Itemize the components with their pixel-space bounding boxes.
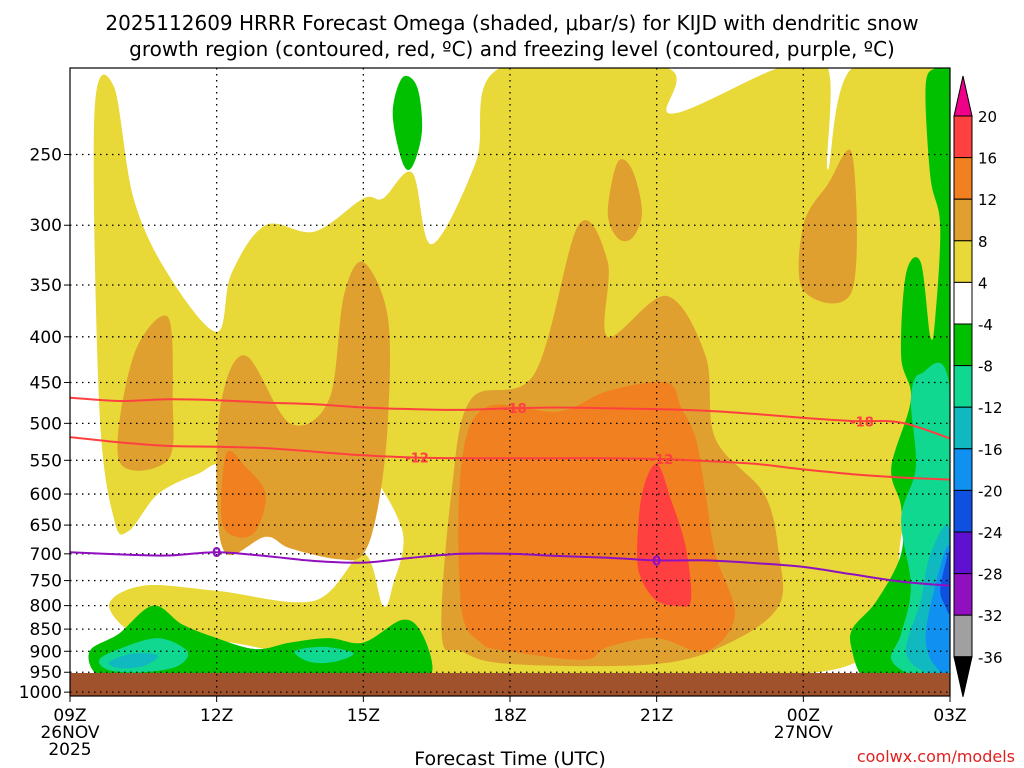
omega-region-4 [607, 159, 642, 242]
colorbar-tick-6: -8 [978, 358, 993, 376]
y-tick-label-450: 450 [30, 373, 62, 393]
x-tick-label-15Z: 15Z [347, 706, 380, 726]
colorbar-band-12 [953, 614, 973, 658]
colorbar-band-1 [953, 157, 973, 200]
chart-title-line2: growth region (contoured, red, ºC) and f… [129, 37, 895, 61]
x-tick-label-00Z: 00Z [787, 706, 820, 726]
colorbar-band-2 [953, 198, 973, 242]
omega-region-10 [392, 75, 423, 170]
y-tick-label-850: 850 [30, 620, 62, 640]
y-tick-label-700: 700 [30, 545, 62, 565]
contour-label-4: 0 [212, 546, 221, 561]
contour-label-1: -18 [850, 415, 874, 430]
freezing-level-contour-0-2 [69, 551, 951, 587]
y-tick-label-550: 550 [30, 451, 62, 471]
y-tick-label-600: 600 [30, 485, 62, 505]
colorbar-tick-13: -36 [978, 649, 1003, 667]
colorbar-band-6 [953, 365, 973, 408]
colorbar-band-7 [953, 406, 973, 450]
x-tick-label-21Z: 21Z [640, 706, 673, 726]
colorbar-tick-12: -32 [978, 607, 1003, 625]
colorbar-tick-1: 16 [978, 150, 997, 168]
contour-label-2: -12 [405, 452, 429, 467]
y-tick-label-400: 400 [30, 328, 62, 348]
y-tick-label-350: 350 [30, 276, 62, 296]
omega-region-16 [108, 653, 159, 669]
y-tick-label-300: 300 [30, 216, 62, 236]
y-tick-label-250: 250 [30, 146, 62, 166]
omega-region-5 [798, 149, 857, 304]
x-tick-date-09Z: 26NOV [40, 723, 99, 743]
colorbar-tick-3: 8 [978, 233, 988, 251]
y-tick-label-800: 800 [30, 597, 62, 617]
colorbar-tick-5: -4 [978, 316, 993, 334]
colorbar-band-8 [953, 448, 973, 491]
x-tick-date-00Z: 27NOV [774, 723, 833, 743]
dendritic-contour--18-0 [69, 396, 951, 440]
colorbar-legend: 20 16 12 8 4 -4 -8 -12 -16 -20 -24 -28 -32 -36 [953, 75, 1003, 697]
omega-region-1 [117, 315, 174, 471]
y-tick-label-900: 900 [30, 642, 62, 662]
x-axis-label: Forecast Time (UTC) [414, 748, 605, 768]
x-tick-year-09Z: 2025 [48, 740, 91, 760]
colorbar-tick-2: 12 [978, 191, 997, 209]
colorbar-band-11 [953, 573, 973, 616]
x-tick-label-03Z: 03Z [933, 706, 966, 726]
contour-label-0: -18 [503, 402, 527, 417]
y-tick-label-500: 500 [30, 414, 62, 434]
colorbar-band-5 [953, 323, 973, 367]
contour-label-5: 0 [652, 554, 661, 569]
colorbar-tick-7: -12 [978, 399, 1003, 417]
colorbar-tick-11: -28 [978, 566, 1003, 584]
chart-title-line1: 2025112609 HRRR Forecast Omega (shaded, … [105, 11, 918, 35]
y-axis: 2503003504004505005506006507007508008509… [19, 146, 70, 703]
colorbar-bottom-arrow [953, 656, 973, 697]
colorbar-band-4 [953, 281, 973, 325]
x-tick-label-09Z: 09Z [53, 706, 86, 726]
colorbar-tick-4: 4 [978, 274, 988, 292]
y-tick-label-1000: 1000 [19, 683, 62, 703]
y-tick-label-950: 950 [30, 663, 62, 683]
colorbar-tick-8: -16 [978, 441, 1003, 459]
temperature-contours: -18 -18 -12 -12 0 0 [69, 396, 951, 587]
colorbar-band-0 [953, 115, 973, 159]
omega-region-19 [940, 551, 950, 614]
colorbar-tick-0: 20 [978, 108, 997, 126]
ground-surface [70, 673, 950, 696]
colorbar-top-arrow [953, 75, 973, 117]
dendritic-contour--12-1 [69, 436, 951, 481]
contour-label-3: -12 [650, 453, 674, 468]
omega-region-14 [294, 646, 354, 664]
colorbar-band-3 [953, 240, 973, 283]
colorbar-band-10 [953, 531, 973, 575]
plot-area [70, 68, 950, 696]
x-tick-label-18Z: 18Z [493, 706, 526, 726]
y-tick-label-650: 650 [30, 516, 62, 536]
omega-region-6 [221, 450, 266, 538]
x-tick-label-12Z: 12Z [200, 706, 233, 726]
omega-region-8 [637, 463, 692, 607]
grid-lines [70, 68, 950, 696]
credit-text: coolwx.com/models [857, 747, 1015, 766]
colorbar-tick-10: -24 [978, 524, 1003, 542]
colorbar-band-9 [953, 489, 973, 533]
colorbar-tick-9: -20 [978, 482, 1003, 500]
y-tick-label-750: 750 [30, 572, 62, 592]
